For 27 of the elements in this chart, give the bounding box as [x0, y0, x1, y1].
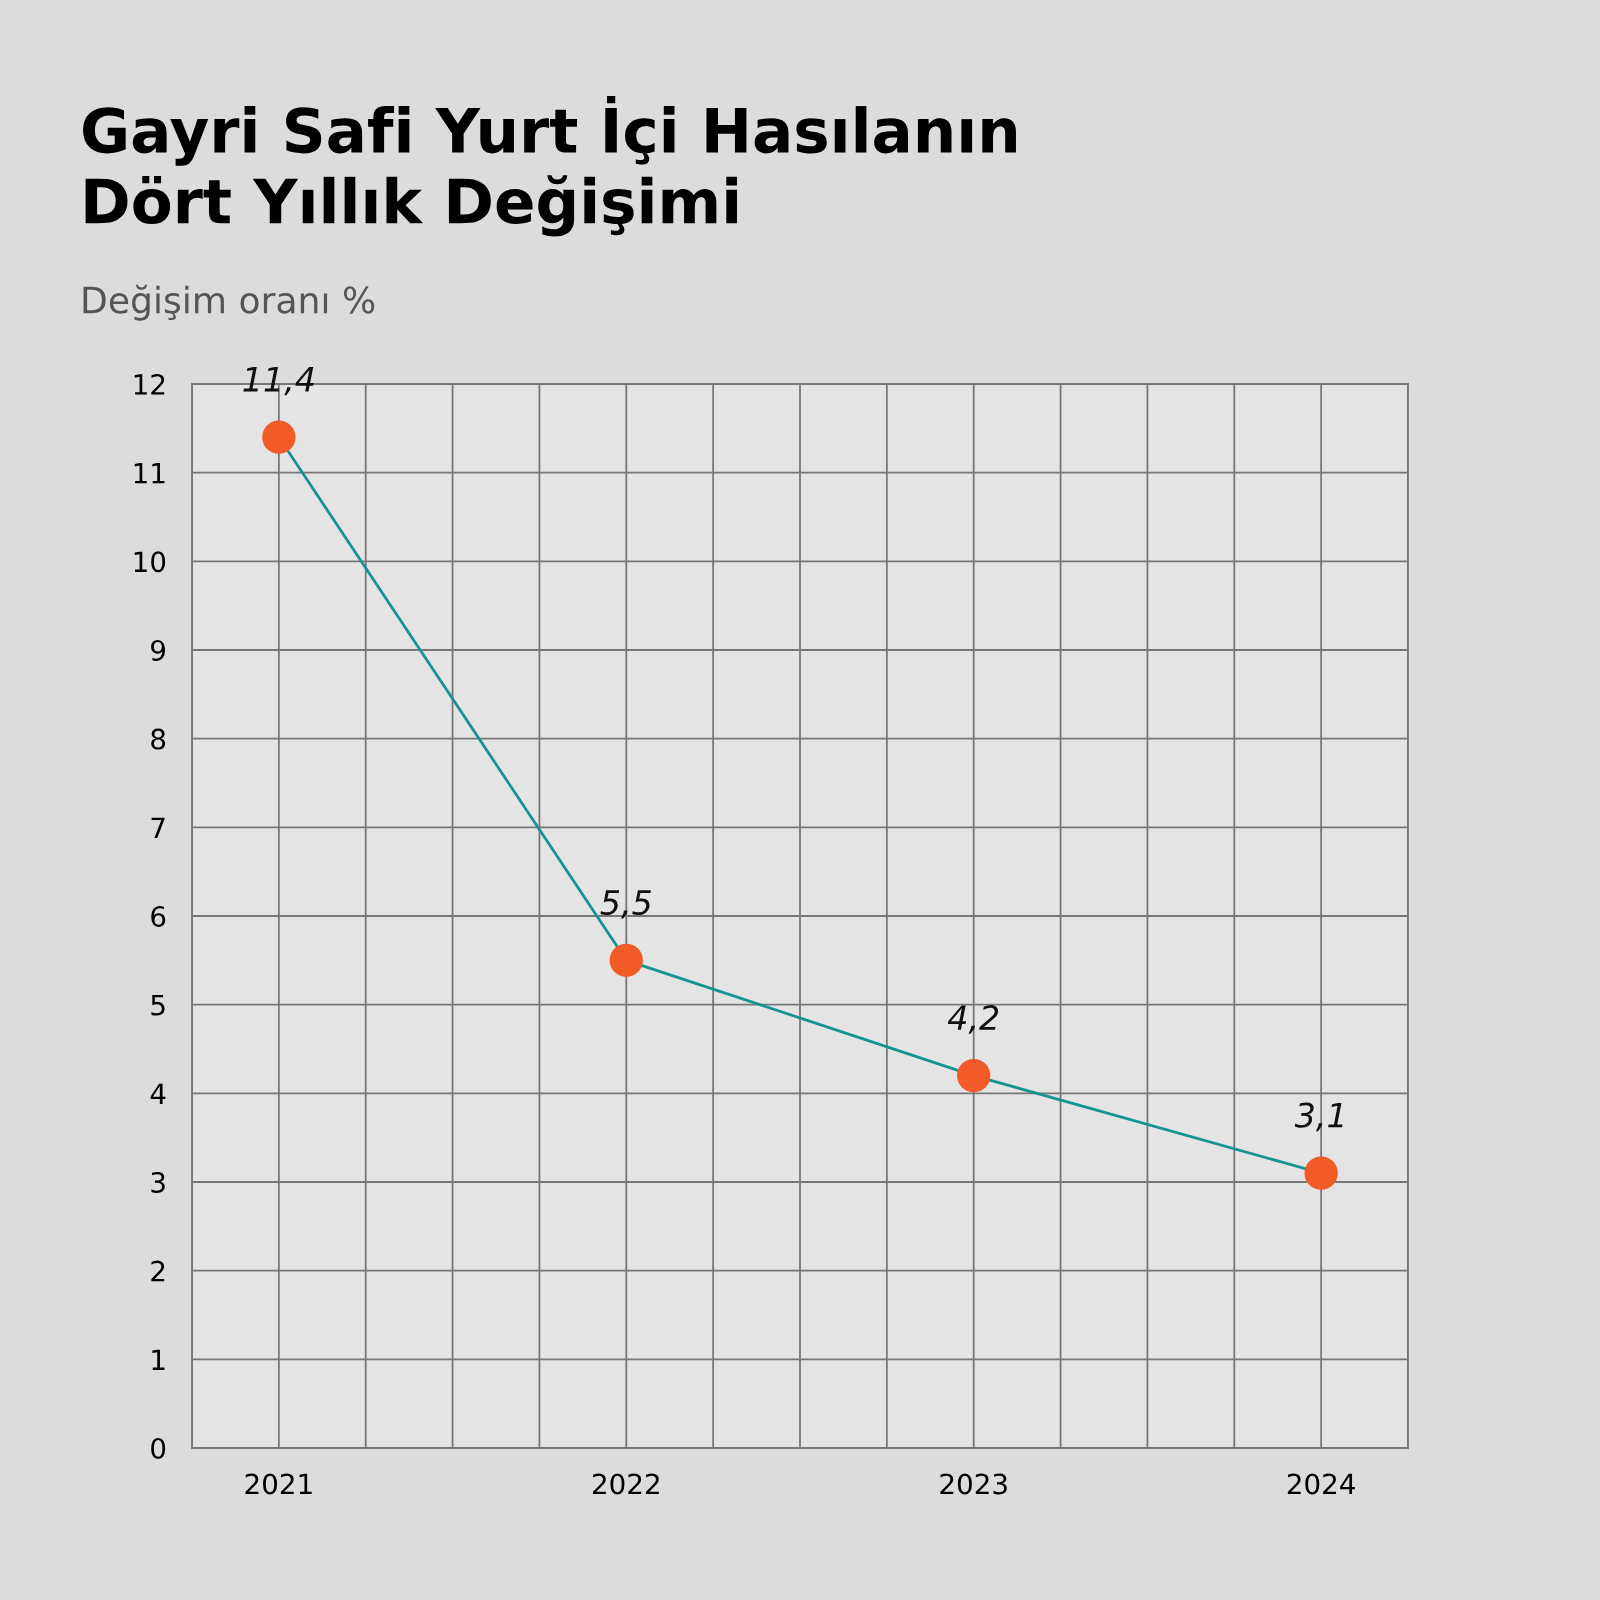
x-tick-label: 2023 [940, 1473, 1007, 1495]
data-label: 3,1 [1294, 1102, 1343, 1132]
y-tick-label: 2 [151, 1260, 165, 1282]
y-tick-label: 3 [151, 1171, 165, 1193]
chart-subtitle: Değişim oranı % [83, 284, 375, 321]
point [957, 1058, 991, 1093]
data-label: 4,2 [947, 1005, 999, 1034]
y-tick-label: 12 [134, 373, 165, 395]
y-tick-label: 9 [151, 639, 166, 661]
y-tick-label: 4 [150, 1083, 166, 1104]
y-tick-label: 10 [134, 551, 166, 573]
point [609, 943, 643, 977]
data-label: 5,5 [600, 890, 651, 919]
y-tick-label: 7 [151, 817, 165, 838]
y-tick-label: 6 [151, 905, 166, 927]
point [1304, 1156, 1338, 1190]
x-tick-label: 2022 [592, 1473, 659, 1495]
y-tick-label: 11 [134, 462, 165, 484]
x-tick-label: 2021 [245, 1473, 312, 1495]
point [262, 420, 296, 454]
y-tick-label: 0 [151, 1437, 166, 1459]
data-label: 11,4 [243, 367, 314, 396]
y-tick-label: 1 [152, 1349, 165, 1370]
x-tick-label: 2024 [1287, 1473, 1355, 1495]
y-tick-label: 5 [151, 994, 165, 1016]
y-tick-label: 8 [151, 728, 166, 750]
chart-title: Gayri Safi Yurt İçi Hasılanın Dört Yıllık Değişimi [83, 96, 1016, 237]
